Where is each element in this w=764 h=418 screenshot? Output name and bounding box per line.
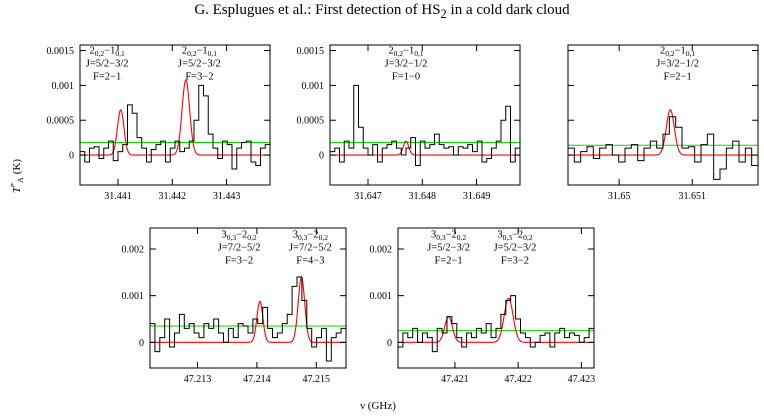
plot-area bbox=[80, 78, 270, 170]
y-tick-label: 0 bbox=[319, 151, 324, 162]
plot-frame bbox=[79, 44, 271, 186]
x-tick-label: 31.443 bbox=[213, 191, 241, 202]
f-quantum-label: F=4−3 bbox=[296, 255, 324, 266]
y-tick-label: 0.001 bbox=[52, 81, 75, 92]
x-tick-label: 31.647 bbox=[354, 191, 382, 202]
spectrum-line bbox=[80, 84, 270, 170]
header-text-after: in a cold dark cloud bbox=[446, 2, 570, 18]
spectrum-panel-1: 31.441 31.442 31.443 0 0.0005 0.001 0.0015 20,2… bbox=[47, 44, 271, 202]
spectrum-line bbox=[150, 276, 346, 362]
spectrum-panel-4: 47.213 47.214 47.21500.0010.00230,3−20,2J=… bbox=[122, 227, 347, 385]
fit-line bbox=[330, 140, 520, 156]
header-text: G. Esplugues et al.: First detection of … bbox=[194, 2, 441, 18]
x-tick-label: 31.649 bbox=[463, 191, 491, 202]
y-tick-label: 0.0015 bbox=[47, 46, 75, 57]
j-quantum-label: J=7/2−5/2 bbox=[218, 242, 261, 253]
y-axis-title-sub: A bbox=[16, 177, 25, 183]
plot-area bbox=[398, 295, 594, 353]
j-quantum-label: J=5/2−3/2 bbox=[427, 242, 470, 253]
y-tick-label: 0 bbox=[69, 151, 74, 162]
y-tick-label: 0 bbox=[139, 338, 144, 349]
x-tick-label: 47.215 bbox=[303, 374, 331, 385]
header-subscript: 2 bbox=[440, 7, 447, 21]
plot-frame bbox=[329, 44, 521, 186]
j-quantum-label: J=5/2−3/2 bbox=[178, 58, 221, 69]
j-quantum-label: J=5/2−3/2 bbox=[86, 58, 129, 69]
x-tick-label: 31.441 bbox=[104, 191, 132, 202]
plot-frame bbox=[567, 44, 759, 186]
x-tick-label: 47.422 bbox=[504, 374, 532, 385]
transition-label: 30,3−20,2 bbox=[293, 229, 328, 242]
x-tick-label: 47.213 bbox=[184, 374, 212, 385]
spectrum-panel-5: 47.421 47.422 47.42300.0010.00230,3−20,2J=… bbox=[370, 227, 596, 385]
spectrum-line bbox=[568, 116, 758, 180]
transition-label: 20,2−10,1 bbox=[388, 45, 423, 58]
y-tick-label: 0.0005 bbox=[47, 116, 75, 127]
fit-line bbox=[80, 78, 270, 156]
transition-label: 20,2−10,1 bbox=[90, 45, 125, 58]
f-quantum-label: F=3−2 bbox=[185, 71, 213, 82]
transition-label: 20,2−10,1 bbox=[660, 45, 695, 58]
x-tick-label: 47.214 bbox=[243, 374, 271, 385]
f-quantum-label: F=3−2 bbox=[501, 255, 529, 266]
y-tick-label: 0.001 bbox=[302, 81, 325, 92]
y-axis-title-sup: * bbox=[9, 183, 18, 187]
plot-frame bbox=[397, 227, 595, 369]
x-tick-label: 31.648 bbox=[409, 191, 437, 202]
f-quantum-label: F=2−1 bbox=[434, 255, 462, 266]
spectrum-line bbox=[398, 295, 594, 353]
f-quantum-label: F=2−1 bbox=[664, 71, 692, 82]
transition-label: 30,3−20,2 bbox=[497, 229, 532, 242]
y-tick-label: 0 bbox=[387, 338, 392, 349]
transition-label: 30,3−20,2 bbox=[431, 229, 466, 242]
j-quantum-label: J=3/2−1/2 bbox=[656, 58, 699, 69]
x-tick-label: 31.651 bbox=[678, 191, 706, 202]
x-tick-label: 31.442 bbox=[159, 191, 187, 202]
plot-area bbox=[150, 275, 346, 362]
plot-area bbox=[568, 108, 758, 180]
y-tick-label: 0.002 bbox=[122, 245, 145, 256]
y-tick-label: 0.001 bbox=[122, 291, 145, 302]
x-tick-label: 47.423 bbox=[568, 374, 596, 385]
fit-line bbox=[398, 297, 594, 343]
spectrum-panel-2: 31.647 31.648 31.649 0 0.0005 0.001 0.0015 20,2… bbox=[297, 44, 521, 202]
f-quantum-label: F=3−2 bbox=[225, 255, 253, 266]
spectrum-line bbox=[330, 84, 520, 166]
j-quantum-label: J=5/2−3/2 bbox=[494, 242, 537, 253]
j-quantum-label: J=7/2−5/2 bbox=[289, 242, 332, 253]
y-tick-label: 0.001 bbox=[370, 291, 393, 302]
x-tick-label: 31.65 bbox=[608, 191, 631, 202]
y-axis-title-main: T bbox=[11, 186, 23, 193]
x-axis-title: ν (GHz) bbox=[360, 400, 396, 412]
plot-frame bbox=[149, 227, 347, 369]
spectrum-panel-3: 31.65 31.651 20,2−10,1J=3/2−1/2 F=2−1 bbox=[567, 44, 759, 202]
x-tick-label: 47.421 bbox=[441, 374, 469, 385]
page-header: G. Esplugues et al.: First detection of … bbox=[0, 2, 764, 22]
y-tick-label: 0.0005 bbox=[297, 116, 325, 127]
j-quantum-label: J=3/2−1/2 bbox=[385, 58, 428, 69]
y-tick-label: 0.002 bbox=[370, 245, 393, 256]
y-axis-title: T*A (K) bbox=[9, 159, 25, 194]
f-quantum-label: F=2−1 bbox=[93, 71, 121, 82]
transition-label: 30,3−20,2 bbox=[222, 229, 257, 242]
transition-label: 20,2−10,1 bbox=[182, 45, 217, 58]
f-quantum-label: F=1−0 bbox=[392, 71, 420, 82]
y-tick-label: 0.0015 bbox=[297, 46, 325, 57]
fit-line bbox=[150, 275, 346, 343]
y-axis-title-unit: (K) bbox=[11, 159, 23, 175]
plot-area bbox=[330, 84, 520, 166]
